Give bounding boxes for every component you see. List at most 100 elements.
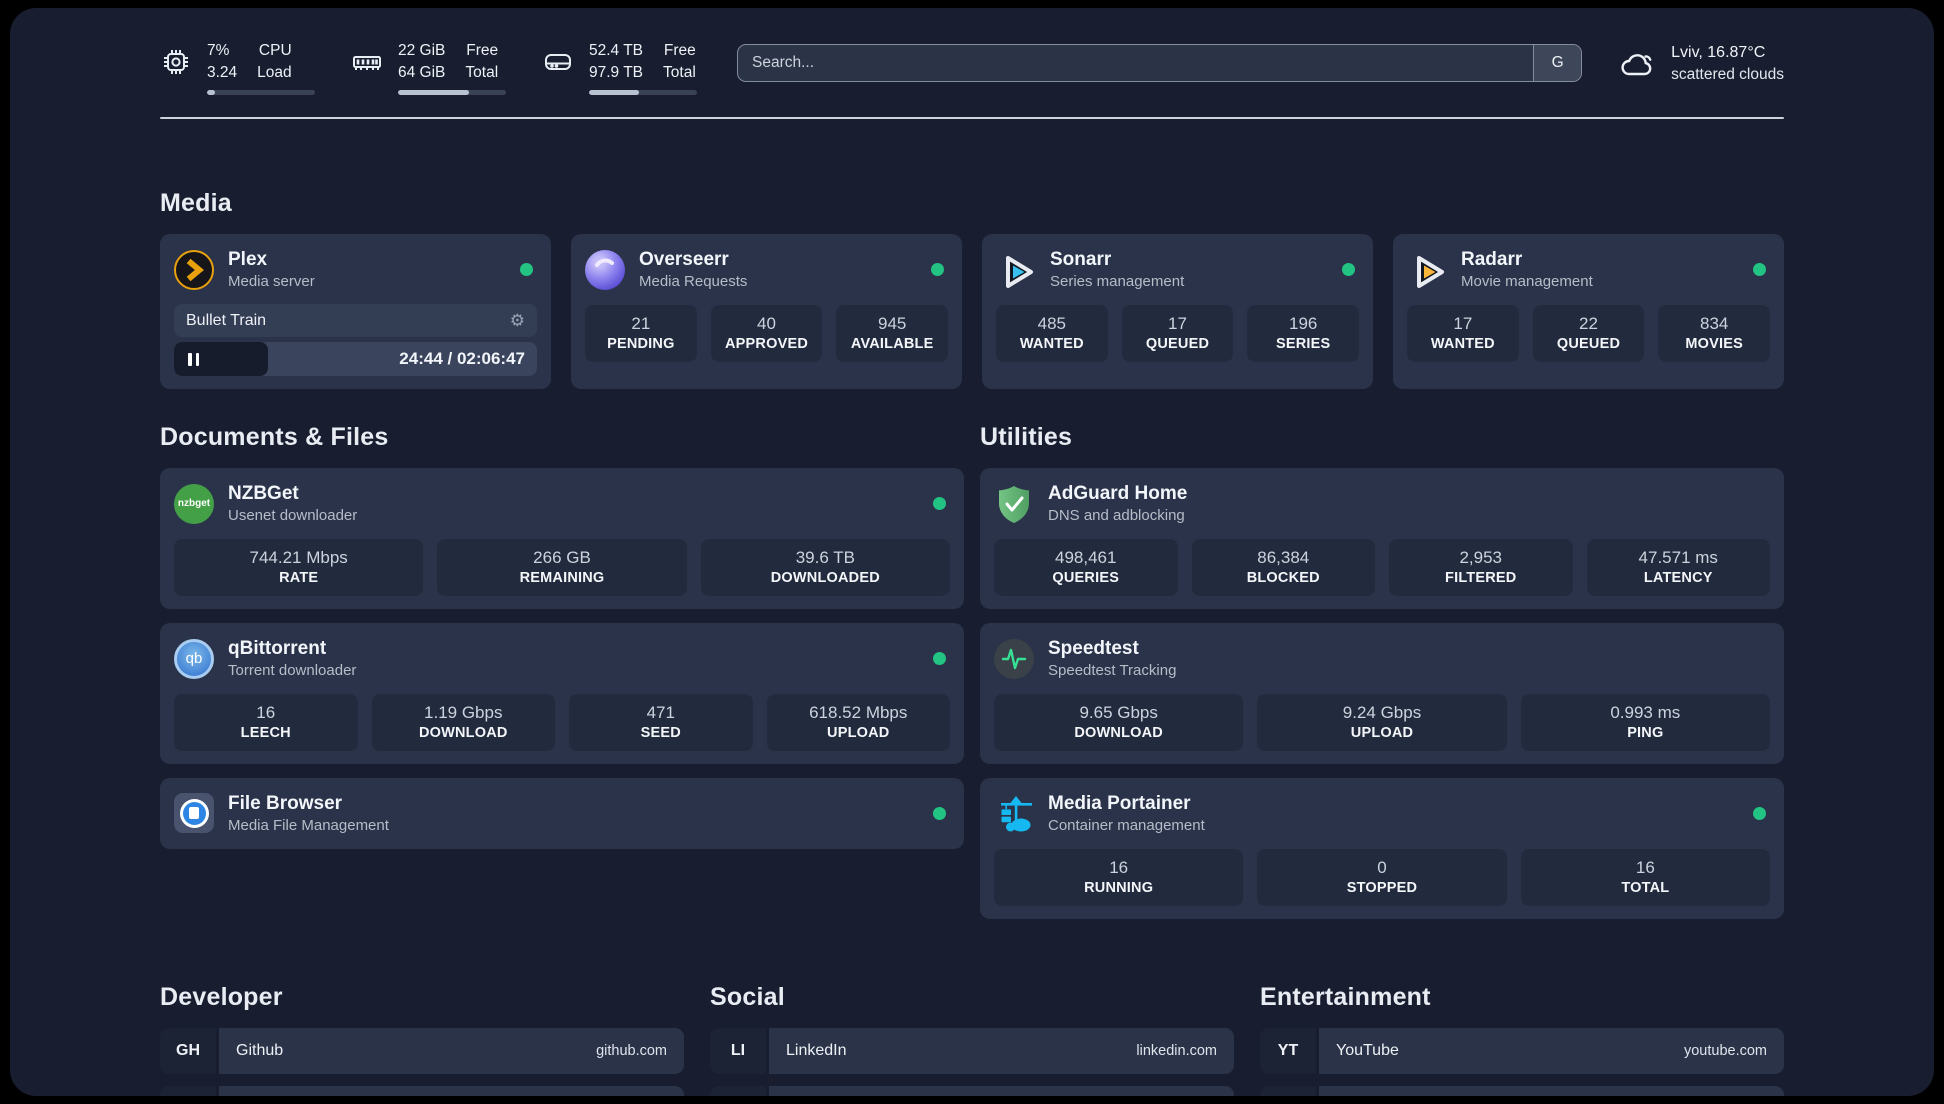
app-name: Sonarr bbox=[1050, 249, 1112, 271]
stat-value: 0 bbox=[1377, 857, 1387, 877]
media-grid: Plex Media server Bullet Train ⚙ 24:44 /… bbox=[160, 234, 1784, 390]
bookmark-row-stackoverflow[interactable]: SO StackOverflow stackoverflow.com bbox=[160, 1085, 684, 1096]
stat-value: 485 bbox=[1037, 314, 1067, 334]
stat-label: FILTERED bbox=[1445, 570, 1517, 587]
stat-tile: 0.993 ms PING bbox=[1520, 694, 1770, 751]
bookmark-abbr: LI bbox=[710, 1027, 766, 1074]
stat-tile: 266 GB REMAINING bbox=[437, 539, 687, 597]
section-title-documents: Documents & Files bbox=[160, 423, 389, 452]
stat-value: 17 bbox=[1453, 314, 1473, 334]
section-title-social: Social bbox=[710, 982, 785, 1011]
stat-label: AVAILABLE bbox=[850, 336, 934, 353]
stat-tile: 16 RUNNING bbox=[994, 848, 1244, 906]
stat-label: PING bbox=[1627, 725, 1664, 741]
search-input[interactable] bbox=[738, 45, 1534, 81]
stat-tile: 0 STOPPED bbox=[1257, 848, 1507, 906]
app-name: AdGuard Home bbox=[1048, 483, 1188, 505]
app-card-overseerr[interactable]: Overseerr Media Requests 21 PENDING 40 A… bbox=[571, 234, 962, 390]
ram-free: 22 GiB bbox=[398, 42, 446, 59]
status-dot bbox=[933, 652, 946, 666]
bookmark-row-twitter[interactable]: TW Twitter twitter.com bbox=[710, 1085, 1234, 1096]
app-name: File Browser bbox=[228, 793, 343, 814]
status-dot bbox=[931, 263, 944, 277]
playback-progress-bar[interactable]: 24:44 / 02:06:47 bbox=[174, 342, 537, 377]
stat-value: 196 bbox=[1288, 314, 1318, 334]
app-name: Speedtest bbox=[1048, 638, 1139, 660]
stat-tile: 834 MOVIES bbox=[1658, 305, 1771, 363]
stat-value: 0.993 ms bbox=[1610, 703, 1681, 722]
disk-free-label: Free bbox=[663, 42, 696, 59]
pause-button[interactable] bbox=[188, 352, 199, 366]
cpu-icon bbox=[160, 46, 192, 78]
section-title-developer: Developer bbox=[160, 982, 283, 1011]
bookmark-url: linkedin.com bbox=[1136, 1042, 1217, 1059]
stat-tile: 9.24 Gbps UPLOAD bbox=[1257, 694, 1507, 751]
stat-label: STOPPED bbox=[1346, 879, 1418, 896]
stat-label: LEECH bbox=[240, 725, 291, 741]
stat-tile: 618.52 Mbps UPLOAD bbox=[766, 694, 950, 751]
stat-tile: 2,953 FILTERED bbox=[1389, 539, 1573, 597]
search-bar: G bbox=[737, 44, 1583, 82]
stat-value: 618.52 Mbps bbox=[809, 703, 908, 722]
disk-progress-track bbox=[589, 90, 697, 96]
bookmark-url: github.com bbox=[596, 1042, 667, 1059]
ram-total: 64 GiB bbox=[398, 63, 446, 81]
section-title-media: Media bbox=[160, 189, 232, 218]
stat-tile: 471 SEED bbox=[569, 694, 753, 751]
stat-value: 47.571 ms bbox=[1638, 548, 1718, 568]
app-subtitle: Media Requests bbox=[639, 273, 748, 291]
bookmark-row-youtube[interactable]: YT YouTube youtube.com bbox=[1260, 1027, 1784, 1074]
stat-tile: 86,384 BLOCKED bbox=[1191, 539, 1375, 597]
cloud-icon bbox=[1618, 47, 1656, 81]
stat-value: 834 bbox=[1699, 314, 1729, 334]
cpu-stat: 7% 3.24 CPU Load bbox=[160, 40, 315, 96]
radarr-icon bbox=[1407, 250, 1447, 290]
disk-icon bbox=[542, 46, 574, 78]
status-dot bbox=[1753, 263, 1766, 277]
stat-label: PENDING bbox=[607, 336, 675, 353]
app-card-sonarr[interactable]: Sonarr Series management 485 WANTED 17 Q… bbox=[982, 234, 1373, 390]
app-subtitle: Torrent downloader bbox=[228, 662, 357, 680]
search-engine-button[interactable]: G bbox=[1533, 45, 1582, 81]
stat-value: 471 bbox=[646, 703, 675, 722]
bookmark-row-linkedin[interactable]: LI LinkedIn linkedin.com bbox=[710, 1027, 1234, 1074]
app-name: Plex bbox=[228, 249, 268, 271]
ram-free-label: Free bbox=[466, 42, 499, 59]
status-dot bbox=[933, 497, 946, 511]
bookmark-row-netflix[interactable]: NF Netflix netflix.com bbox=[1260, 1085, 1784, 1096]
app-subtitle: Usenet downloader bbox=[228, 507, 358, 525]
app-card-nzbget[interactable]: nzbget NZBGet Usenet downloader 744.21 M… bbox=[160, 468, 964, 610]
app-card-radarr[interactable]: Radarr Movie management 17 WANTED 22 QUE… bbox=[1393, 234, 1784, 390]
stat-tile: 16 TOTAL bbox=[1520, 848, 1770, 906]
stat-value: 9.65 Gbps bbox=[1079, 703, 1158, 722]
header-bar: 7% 3.24 CPU Load bbox=[160, 40, 1784, 96]
app-card-adguard[interactable]: AdGuard Home DNS and adblocking 498,461 … bbox=[980, 468, 1784, 610]
qbittorrent-icon: qb bbox=[174, 638, 214, 679]
stat-label: TOTAL bbox=[1621, 879, 1670, 896]
adguard-icon bbox=[994, 484, 1034, 524]
stat-value: 945 bbox=[877, 314, 907, 334]
app-card-portainer[interactable]: Media Portainer Container management 16 … bbox=[980, 778, 1784, 919]
app-card-plex[interactable]: Plex Media server Bullet Train ⚙ 24:44 /… bbox=[160, 234, 551, 390]
app-card-qbittorrent[interactable]: qb qBittorrent Torrent downloader 16 LEE… bbox=[160, 623, 964, 764]
app-name: Overseerr bbox=[639, 249, 729, 271]
disk-total: 97.9 TB bbox=[589, 63, 644, 81]
settings-gear-icon[interactable]: ⚙ bbox=[509, 311, 525, 331]
stat-tile: 9.65 Gbps DOWNLOAD bbox=[994, 694, 1244, 751]
stat-label: UPLOAD bbox=[1350, 725, 1414, 741]
stat-value: 16 bbox=[1109, 857, 1129, 877]
ram-progress-fill bbox=[398, 90, 470, 96]
app-subtitle: Speedtest Tracking bbox=[1048, 662, 1177, 680]
memory-stat: 22 GiB 64 GiB Free Total bbox=[351, 40, 506, 96]
now-playing-title: Bullet Train bbox=[186, 311, 267, 329]
portainer-icon bbox=[994, 793, 1034, 833]
bookmark-row-github[interactable]: GH Github github.com bbox=[160, 1027, 684, 1074]
stat-label: SERIES bbox=[1275, 336, 1331, 353]
weather-widget: Lviv, 16.87°C scattered clouds bbox=[1618, 42, 1784, 86]
app-card-speedtest[interactable]: Speedtest Speedtest Tracking 9.65 Gbps D… bbox=[980, 623, 1784, 764]
stat-value: 86,384 bbox=[1257, 548, 1310, 568]
dashboard-window: 7% 3.24 CPU Load bbox=[10, 8, 1934, 1096]
app-card-filebrowser[interactable]: File Browser Media File Management bbox=[160, 778, 964, 849]
sonarr-icon bbox=[996, 250, 1036, 290]
stat-label: BLOCKED bbox=[1246, 570, 1320, 587]
